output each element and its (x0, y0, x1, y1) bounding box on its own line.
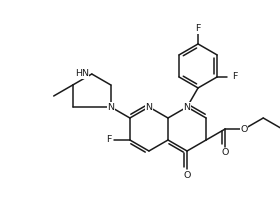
Text: F: F (106, 135, 112, 144)
Text: O: O (183, 171, 191, 180)
Text: N: N (107, 102, 114, 111)
Text: O: O (221, 148, 229, 157)
Text: N: N (184, 102, 191, 111)
Text: F: F (232, 73, 237, 82)
Text: F: F (195, 24, 201, 33)
Text: N: N (145, 102, 152, 111)
Text: O: O (241, 125, 248, 134)
Text: HN: HN (75, 70, 89, 79)
